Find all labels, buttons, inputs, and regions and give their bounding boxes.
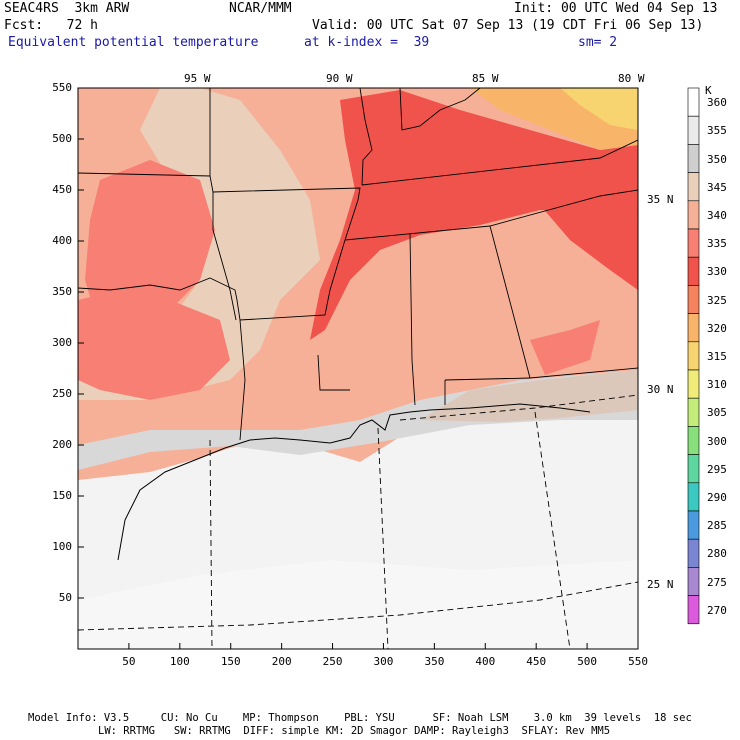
y-tick-label: 250 xyxy=(52,387,73,400)
colorbar-swatch xyxy=(687,341,700,371)
organization: NCAR/MMM xyxy=(229,1,292,16)
colorbar-swatch xyxy=(687,454,700,484)
colorbar-label: 360 xyxy=(707,96,727,110)
colorbar-swatch xyxy=(687,87,700,117)
colorbar-swatch xyxy=(687,115,700,145)
x-tick-label: 50 xyxy=(122,655,136,668)
colorbar-label: 325 xyxy=(707,293,727,307)
lon-label: 85 W xyxy=(472,72,499,85)
field-name: Equivalent potential temperature xyxy=(8,35,259,50)
y-tick-label: 200 xyxy=(52,438,73,451)
x-tick-label: 550 xyxy=(628,655,648,668)
footer-physics: LW: RRTMG SW: RRTMG DIFF: simple KM: 2D … xyxy=(98,725,611,737)
colorbar-label: 320 xyxy=(707,321,727,335)
colorbar-label: 295 xyxy=(707,462,727,476)
colorbar-label: 305 xyxy=(707,406,727,420)
y-tick-label: 100 xyxy=(52,540,73,553)
y-tick-label: 300 xyxy=(52,336,73,349)
colorbar-swatch xyxy=(687,567,700,596)
colorbar-swatch xyxy=(687,228,700,258)
y-tick-label: 450 xyxy=(52,183,73,196)
x-tick-label: 150 xyxy=(220,655,241,668)
x-tick-label: 400 xyxy=(475,655,496,668)
colorbar-label: 285 xyxy=(707,519,727,533)
lon-label: 90 W xyxy=(326,72,353,85)
colorbar-label: 290 xyxy=(707,491,727,504)
colorbar-label: 280 xyxy=(707,547,727,561)
colorbar-label: 340 xyxy=(707,209,727,222)
smoothing-label: sm= 2 xyxy=(578,35,618,50)
colorbar-swatch xyxy=(687,510,700,540)
model-name: SEAC4RS 3km ARW xyxy=(4,1,130,16)
y-tick-label: 350 xyxy=(52,285,73,298)
x-tick-label: 200 xyxy=(271,655,292,668)
x-tick-label: 300 xyxy=(373,655,394,668)
x-tick-label: 100 xyxy=(169,655,190,668)
lon-label: 80 W xyxy=(618,72,645,85)
colorbar-swatch xyxy=(687,285,700,314)
lat-label: 30 N xyxy=(647,383,674,396)
colorbar-label: 345 xyxy=(707,180,727,194)
x-tick-label: 450 xyxy=(526,655,547,668)
lon-label: 95 W xyxy=(184,72,211,85)
y-tick-label: 550 xyxy=(52,81,73,94)
colorbar-swatch xyxy=(687,172,700,202)
colorbar-swatch xyxy=(687,397,700,427)
colorbar-label: 355 xyxy=(707,124,727,138)
coastline xyxy=(117,403,591,561)
lat-label: 35 N xyxy=(647,193,674,206)
y-tick-label: 500 xyxy=(52,132,73,145)
valid-time: Valid: 00 UTC Sat 07 Sep 13 (19 CDT Fri … xyxy=(312,18,704,33)
colorbar-swatch xyxy=(687,369,700,399)
y-tick-label: 50 xyxy=(58,591,73,604)
state-borders xyxy=(78,88,638,441)
y-tick-label: 150 xyxy=(52,489,73,502)
colorbar-unit: K xyxy=(705,84,712,97)
colorbar-label: 315 xyxy=(707,350,727,363)
graticule xyxy=(78,394,638,649)
colorbar-swatch xyxy=(687,200,700,230)
colorbar-label: 300 xyxy=(707,434,727,448)
theta-e-field xyxy=(78,88,638,649)
colorbar-swatch xyxy=(687,595,700,625)
forecast-hour: Fcst: 72 h xyxy=(4,18,98,33)
colorbar-label: 270 xyxy=(707,603,727,617)
colorbar-swatch xyxy=(687,256,700,286)
colorbar-label: 330 xyxy=(707,265,727,279)
colorbar-swatch xyxy=(687,313,700,343)
x-tick-label: 350 xyxy=(424,655,445,668)
colorbar-label: 335 xyxy=(707,237,727,251)
level-label: at k-index = 39 xyxy=(304,35,430,50)
colorbar-swatch xyxy=(687,144,700,173)
colorbar-label: 350 xyxy=(707,152,727,166)
colorbar-label: 275 xyxy=(707,575,727,589)
x-tick-label: 500 xyxy=(577,655,598,668)
footer-model-info: Model Info: V3.5 CU: No Cu MP: Thompson … xyxy=(28,712,692,724)
lat-label: 25 N xyxy=(647,578,674,591)
colorbar-swatch xyxy=(687,426,700,455)
init-time: Init: 00 UTC Wed 04 Sep 13 xyxy=(514,1,718,16)
colorbar-label: 310 xyxy=(707,378,727,392)
colorbar-swatch xyxy=(687,482,700,512)
x-tick-label: 250 xyxy=(322,655,343,668)
colorbar-swatch xyxy=(687,538,700,568)
y-tick-label: 400 xyxy=(52,234,73,247)
